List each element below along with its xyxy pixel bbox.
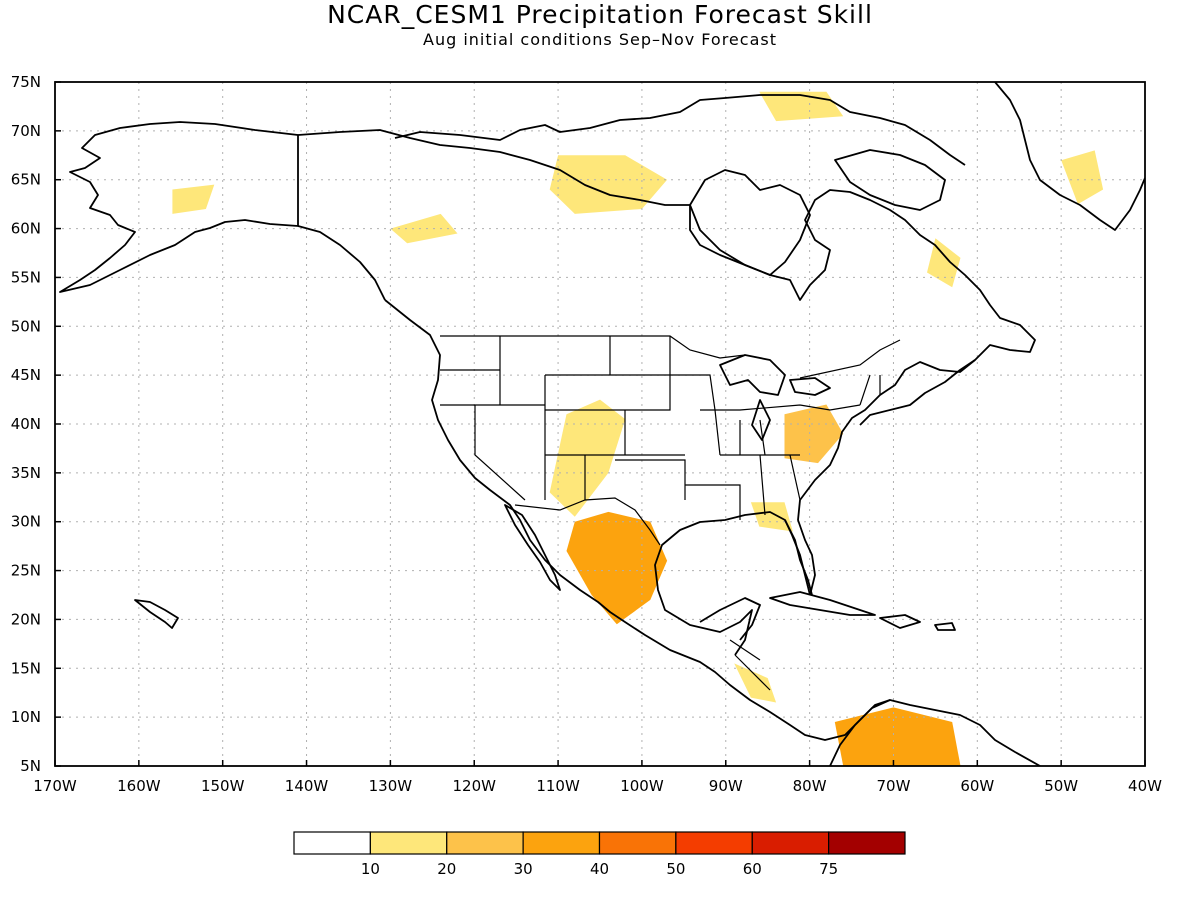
lon-tick-label: 110W <box>536 777 580 795</box>
lon-tick-label: 120W <box>452 777 496 795</box>
skill-region <box>390 213 458 244</box>
lat-tick-label: 60N <box>11 220 41 238</box>
great-lakes <box>719 354 831 441</box>
lat-tick-label: 5N <box>20 757 41 775</box>
skill-region <box>759 91 844 122</box>
political-borders <box>440 335 901 691</box>
lat-tick-label: 75N <box>11 73 41 91</box>
lat-tick-label: 45N <box>11 366 41 384</box>
puerto-rico <box>934 622 956 631</box>
lat-tick-label: 10N <box>11 708 41 726</box>
cuba <box>769 591 876 616</box>
us-canada-border <box>440 335 901 379</box>
baja-california <box>504 504 561 591</box>
land-outlines <box>59 82 1145 766</box>
skill-region <box>172 184 215 214</box>
lat-tick-label: 50N <box>11 317 41 335</box>
map-title: NCAR_CESM1 Precipitation Forecast Skill <box>327 0 873 29</box>
hawaii <box>134 599 179 629</box>
skill-region <box>734 663 777 703</box>
skill-region <box>927 238 961 288</box>
lat-tick-label: 55N <box>11 268 41 286</box>
alaska-outline <box>59 121 299 293</box>
colorbar-label: 60 <box>743 860 762 878</box>
colorbar-label: 50 <box>666 860 685 878</box>
us-state-lines <box>440 336 881 520</box>
hudson-bay-outline <box>689 169 811 276</box>
lat-tick-label: 70N <box>11 122 41 140</box>
atlantic-coast <box>797 359 976 596</box>
skill-shading <box>172 91 1104 766</box>
greenland <box>994 82 1145 231</box>
colorbar-swatch <box>369 831 448 855</box>
colorbar-label: 30 <box>514 860 533 878</box>
skill-region <box>834 707 961 766</box>
lon-tick-label: 60W <box>960 777 994 795</box>
south-america <box>829 699 1041 766</box>
colorbar-swatch <box>522 831 601 855</box>
us-mexico-border <box>514 497 661 546</box>
lat-tick-label: 25N <box>11 562 41 580</box>
colorbar-swatch <box>751 831 830 855</box>
colorbar-swatch <box>598 831 677 855</box>
colorbar-swatch <box>293 831 371 855</box>
lat-tick-label: 15N <box>11 659 41 677</box>
colorbar: 10 20 30 40 50 60 75 <box>293 831 906 878</box>
skill-region <box>566 511 668 625</box>
latitude-labels: 75N 70N 65N 60N 55N 50N 45N 40N 35N 30N 25N 20N 15N 1… <box>11 73 61 775</box>
skill-region <box>750 502 793 532</box>
skill-region <box>549 399 626 517</box>
pacific-coast <box>384 299 891 741</box>
skill-region <box>784 404 844 464</box>
gulf-coast <box>654 511 811 656</box>
lat-tick-label: 35N <box>11 464 41 482</box>
hispaniola <box>879 614 921 629</box>
lon-tick-label: 90W <box>709 777 743 795</box>
lon-tick-label: 70W <box>877 777 911 795</box>
colorbar-swatch <box>828 831 906 855</box>
colorbar-label: 40 <box>590 860 609 878</box>
yucatan <box>699 597 761 641</box>
lat-tick-label: 30N <box>11 513 41 531</box>
florida <box>784 519 813 596</box>
mexico-interior <box>729 639 771 691</box>
lat-tick-label: 65N <box>11 171 41 189</box>
lon-tick-label: 80W <box>793 777 827 795</box>
lon-tick-label: 170W <box>33 777 77 795</box>
longitude-labels: 170W 160W 150W 140W 130W 120W 110W 100W 90W 80W 70… <box>33 760 1162 795</box>
colorbar-swatch <box>675 831 753 855</box>
alaska-panhandle <box>297 225 386 301</box>
lon-tick-label: 150W <box>201 777 245 795</box>
lon-tick-label: 160W <box>117 777 161 795</box>
colorbar-label: 10 <box>361 860 380 878</box>
lat-tick-label: 20N <box>11 610 41 628</box>
lon-tick-label: 100W <box>620 777 664 795</box>
map-subtitle: Aug initial conditions Sep–Nov Forecast <box>423 30 777 49</box>
lon-tick-label: 140W <box>285 777 329 795</box>
canada-arctic-coast <box>297 129 1036 426</box>
skill-region <box>549 155 668 214</box>
lon-tick-label: 130W <box>369 777 413 795</box>
lon-tick-label: 50W <box>1044 777 1078 795</box>
colorbar-label: 75 <box>819 860 838 878</box>
skill-region <box>1061 150 1104 205</box>
arctic-islands <box>394 94 966 166</box>
lon-tick-label: 40W <box>1128 777 1162 795</box>
colorbar-swatch <box>446 831 524 855</box>
lat-tick-label: 40N <box>11 415 41 433</box>
baffin-island <box>834 149 946 211</box>
colorbar-label: 20 <box>437 860 456 878</box>
